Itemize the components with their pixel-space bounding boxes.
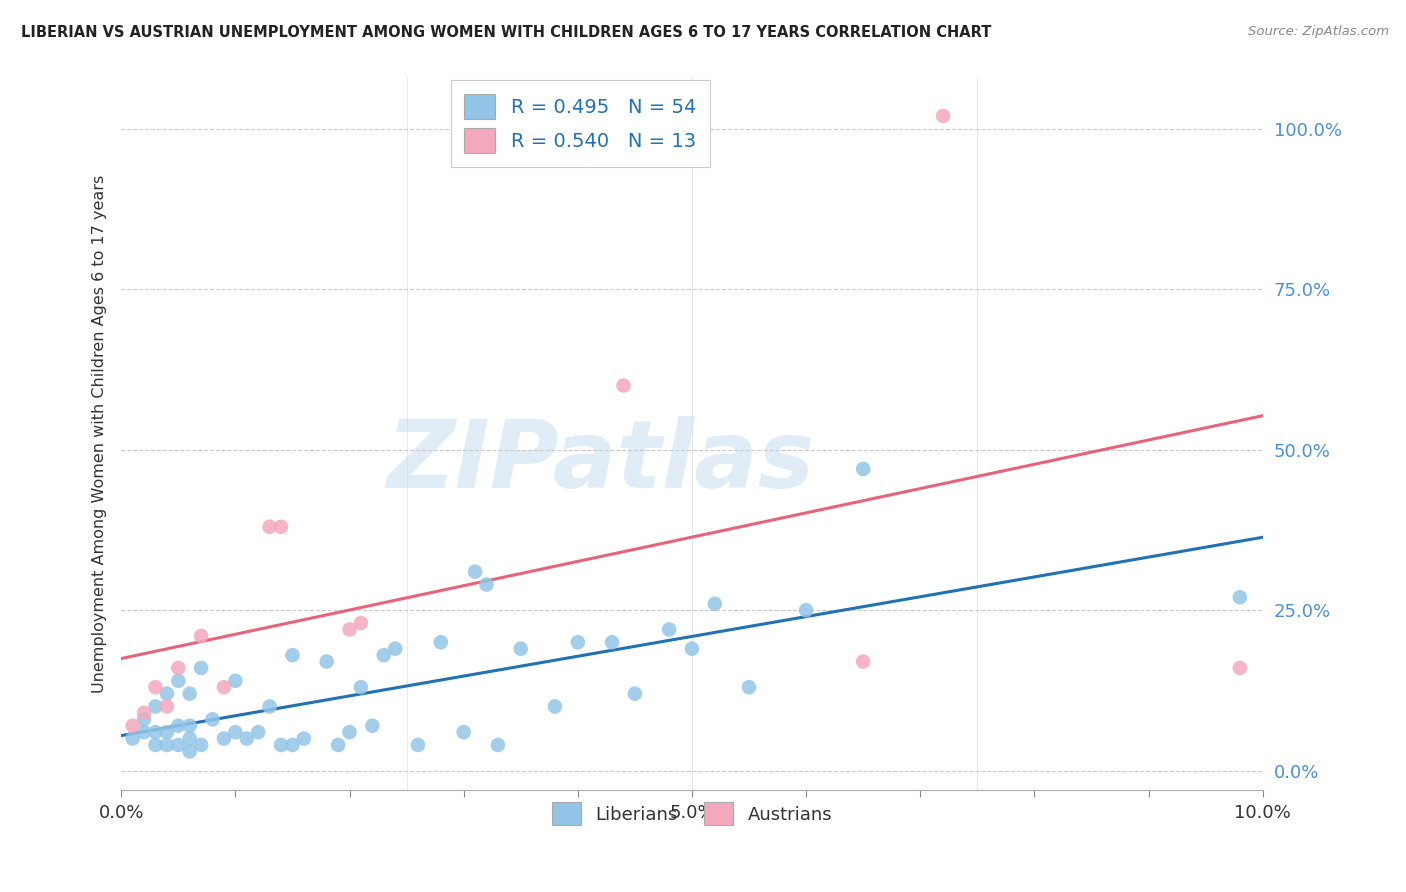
Point bbox=[156, 687, 179, 701]
Point bbox=[167, 673, 190, 688]
Text: ZIPatlas: ZIPatlas bbox=[387, 417, 814, 508]
Point bbox=[201, 712, 224, 726]
Point bbox=[612, 378, 634, 392]
Point bbox=[361, 719, 384, 733]
Point bbox=[1229, 591, 1251, 605]
Point bbox=[384, 641, 406, 656]
Point bbox=[270, 738, 292, 752]
Point bbox=[145, 699, 167, 714]
Point bbox=[1229, 661, 1251, 675]
Point bbox=[326, 738, 349, 752]
Point bbox=[167, 719, 190, 733]
Point bbox=[121, 719, 143, 733]
Point bbox=[852, 462, 875, 476]
Point bbox=[156, 738, 179, 752]
Point bbox=[156, 725, 179, 739]
Point bbox=[190, 661, 212, 675]
Point bbox=[167, 661, 190, 675]
Point bbox=[145, 680, 167, 694]
Point bbox=[624, 687, 647, 701]
Point bbox=[259, 699, 281, 714]
Point bbox=[212, 680, 235, 694]
Point bbox=[236, 731, 259, 746]
Point bbox=[179, 744, 201, 758]
Point bbox=[475, 577, 498, 591]
Point bbox=[794, 603, 817, 617]
Point bbox=[315, 655, 337, 669]
Point bbox=[247, 725, 270, 739]
Point bbox=[281, 648, 304, 662]
Point bbox=[703, 597, 725, 611]
Point bbox=[145, 725, 167, 739]
Point bbox=[259, 520, 281, 534]
Point bbox=[339, 725, 361, 739]
Point bbox=[453, 725, 475, 739]
Point bbox=[179, 687, 201, 701]
Point bbox=[156, 699, 179, 714]
Point bbox=[544, 699, 567, 714]
Point bbox=[212, 731, 235, 746]
Point bbox=[852, 655, 875, 669]
Point bbox=[430, 635, 453, 649]
Point bbox=[486, 738, 509, 752]
Point bbox=[190, 738, 212, 752]
Point bbox=[121, 731, 143, 746]
Point bbox=[350, 615, 373, 630]
Point bbox=[179, 719, 201, 733]
Point bbox=[224, 725, 246, 739]
Point bbox=[600, 635, 623, 649]
Point bbox=[145, 738, 167, 752]
Point bbox=[132, 706, 155, 720]
Point bbox=[567, 635, 589, 649]
Point bbox=[132, 725, 155, 739]
Point bbox=[281, 738, 304, 752]
Point bbox=[167, 738, 190, 752]
Point bbox=[932, 109, 955, 123]
Legend: Liberians, Austrians: Liberians, Austrians bbox=[543, 793, 841, 834]
Point bbox=[681, 641, 703, 656]
Y-axis label: Unemployment Among Women with Children Ages 6 to 17 years: Unemployment Among Women with Children A… bbox=[93, 175, 107, 693]
Point bbox=[406, 738, 429, 752]
Point bbox=[190, 629, 212, 643]
Point bbox=[738, 680, 761, 694]
Point bbox=[179, 731, 201, 746]
Point bbox=[292, 731, 315, 746]
Text: LIBERIAN VS AUSTRIAN UNEMPLOYMENT AMONG WOMEN WITH CHILDREN AGES 6 TO 17 YEARS C: LIBERIAN VS AUSTRIAN UNEMPLOYMENT AMONG … bbox=[21, 25, 991, 40]
Point bbox=[224, 673, 246, 688]
Point bbox=[270, 520, 292, 534]
Point bbox=[509, 641, 531, 656]
Point bbox=[373, 648, 395, 662]
Point bbox=[132, 712, 155, 726]
Point bbox=[464, 565, 486, 579]
Point bbox=[350, 680, 373, 694]
Text: Source: ZipAtlas.com: Source: ZipAtlas.com bbox=[1249, 25, 1389, 38]
Point bbox=[339, 623, 361, 637]
Point bbox=[658, 623, 681, 637]
